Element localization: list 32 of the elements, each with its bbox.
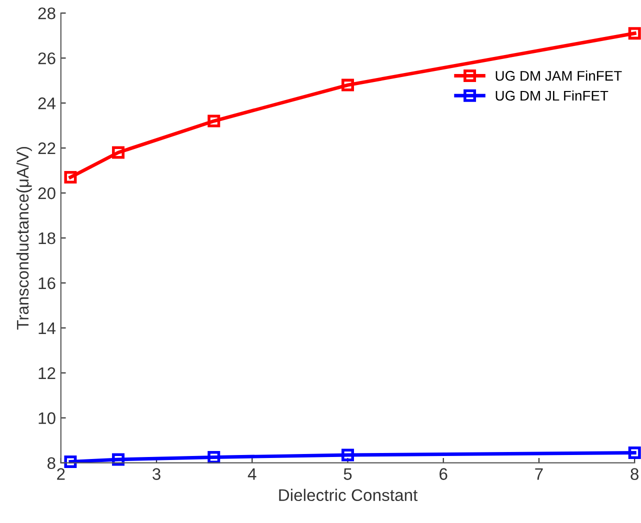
point: [628, 27, 641, 40]
y-tick-label: 22: [38, 142, 56, 154]
x-axis-title: Dielectric Constant: [279, 488, 418, 502]
point: [341, 448, 354, 462]
x-tick-label: 2: [57, 468, 65, 480]
y-tick-label: 12: [38, 367, 56, 379]
legend-label: UG DM JL FinFET: [496, 90, 608, 101]
y-tick-label: 26: [38, 52, 56, 64]
y-tick-label: 14: [38, 322, 56, 334]
x-tick-label: 4: [248, 468, 256, 480]
y-axis-title: Transconductance(μA/V): [16, 146, 32, 330]
x-tick-label: 8: [630, 468, 638, 480]
point: [341, 78, 354, 92]
y-tick-label: 16: [38, 277, 56, 290]
y-tick-label: 10: [38, 412, 56, 424]
point: [64, 455, 77, 468]
y-tick-label: 24: [38, 97, 56, 110]
y-tick-label: 18: [38, 232, 56, 244]
x-tick-label: 5: [344, 468, 352, 480]
x-tick-label: 6: [440, 468, 448, 480]
point: [112, 453, 125, 466]
point: [208, 114, 220, 128]
x-tick-label: 3: [152, 468, 160, 480]
y-tick-label: 28: [38, 7, 56, 20]
y-tick-label: 20: [38, 187, 56, 200]
point: [64, 170, 77, 184]
y-tick-label: 8: [47, 457, 56, 470]
point: [628, 446, 641, 459]
x-tick-label: 7: [535, 468, 543, 480]
point: [112, 146, 125, 159]
point: [208, 450, 220, 464]
legend-label: UG DM JAM FinFET: [496, 70, 622, 81]
